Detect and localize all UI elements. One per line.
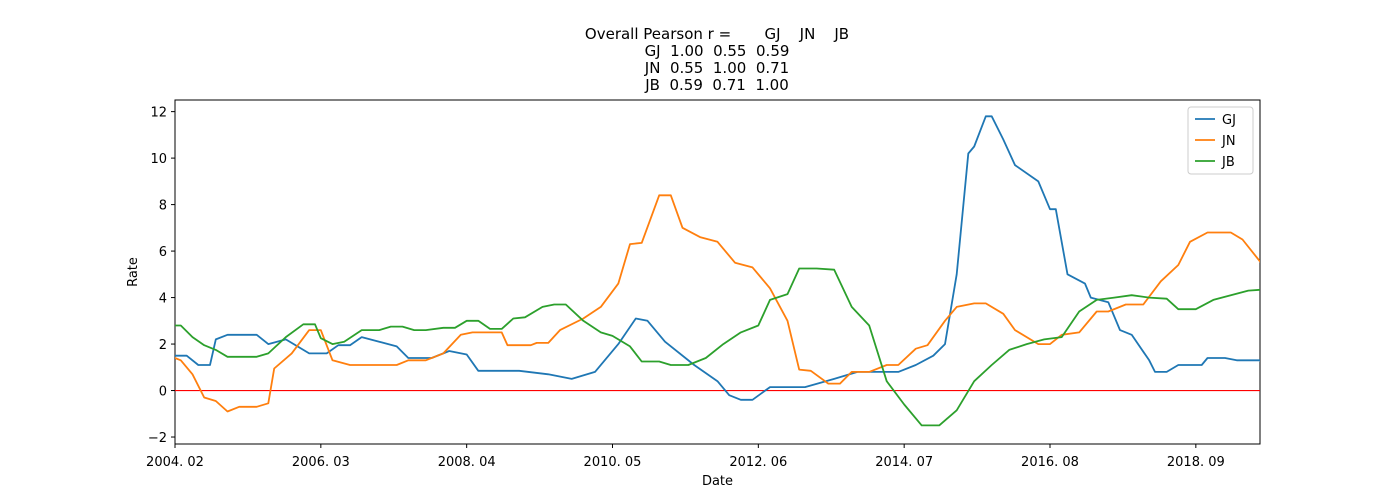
legend-label-jb: JB bbox=[1221, 155, 1235, 170]
plot-area bbox=[174, 99, 1261, 445]
title-line-1: Overall Pearson r = GJ JN JB bbox=[585, 25, 849, 43]
x-tick-label: 2010. 05 bbox=[584, 455, 642, 470]
title-line-3: JN 0.55 1.00 0.71 bbox=[644, 59, 789, 77]
legend-box bbox=[1187, 106, 1254, 175]
series-line-jn bbox=[175, 194, 1260, 413]
x-tick-label: 2012. 06 bbox=[729, 455, 787, 470]
x-axis-label: Date bbox=[702, 474, 733, 489]
x-tick-label: 2004. 02 bbox=[146, 455, 204, 470]
x-tick-label: 2014. 07 bbox=[875, 455, 933, 470]
x-tick-label: 2006. 03 bbox=[292, 455, 350, 470]
y-tick-label: 4 bbox=[159, 292, 167, 307]
y-tick-label: 8 bbox=[159, 199, 167, 214]
y-tick-label: 6 bbox=[159, 245, 167, 260]
legend-label-jn: JN bbox=[1221, 134, 1236, 149]
series-line-jb bbox=[175, 267, 1260, 427]
x-tick-label: 2016. 08 bbox=[1021, 455, 1079, 470]
y-tick-label: 0 bbox=[159, 385, 167, 400]
y-tick-label: 2 bbox=[159, 338, 167, 353]
x-axis-ticks: 2004. 02 2006. 03 2008. 04 2010. 05 2012. 06… bbox=[146, 444, 1225, 470]
title-line-4: JB 0.59 0.71 1.00 bbox=[644, 76, 789, 94]
legend-label-gj: GJ bbox=[1222, 113, 1236, 128]
axes-frame bbox=[174, 99, 1261, 445]
y-tick-label: −2 bbox=[148, 431, 167, 446]
title-line-2: GJ 1.00 0.55 0.59 bbox=[645, 42, 790, 60]
x-tick-label: 2008. 04 bbox=[438, 455, 496, 470]
y-axis-ticks: −2 0 2 4 6 8 10 12 bbox=[148, 106, 175, 446]
legend: GJ JN JB bbox=[1187, 106, 1254, 175]
y-axis-label: Rate bbox=[126, 257, 141, 287]
y-tick-label: 12 bbox=[150, 106, 167, 121]
series-line-gj bbox=[175, 115, 1260, 401]
series-lines bbox=[175, 115, 1260, 427]
y-tick-label: 10 bbox=[150, 152, 167, 167]
x-tick-label: 2018. 09 bbox=[1167, 455, 1225, 470]
